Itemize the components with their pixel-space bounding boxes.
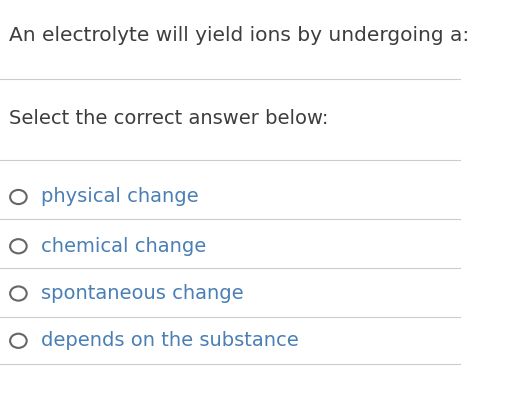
Text: An electrolyte will yield ions by undergoing a:: An electrolyte will yield ions by underg…	[9, 26, 470, 45]
Text: depends on the substance: depends on the substance	[41, 331, 299, 350]
Text: physical change: physical change	[41, 188, 199, 206]
Text: spontaneous change: spontaneous change	[41, 284, 244, 303]
Text: Select the correct answer below:: Select the correct answer below:	[9, 109, 328, 128]
Text: chemical change: chemical change	[41, 237, 207, 256]
